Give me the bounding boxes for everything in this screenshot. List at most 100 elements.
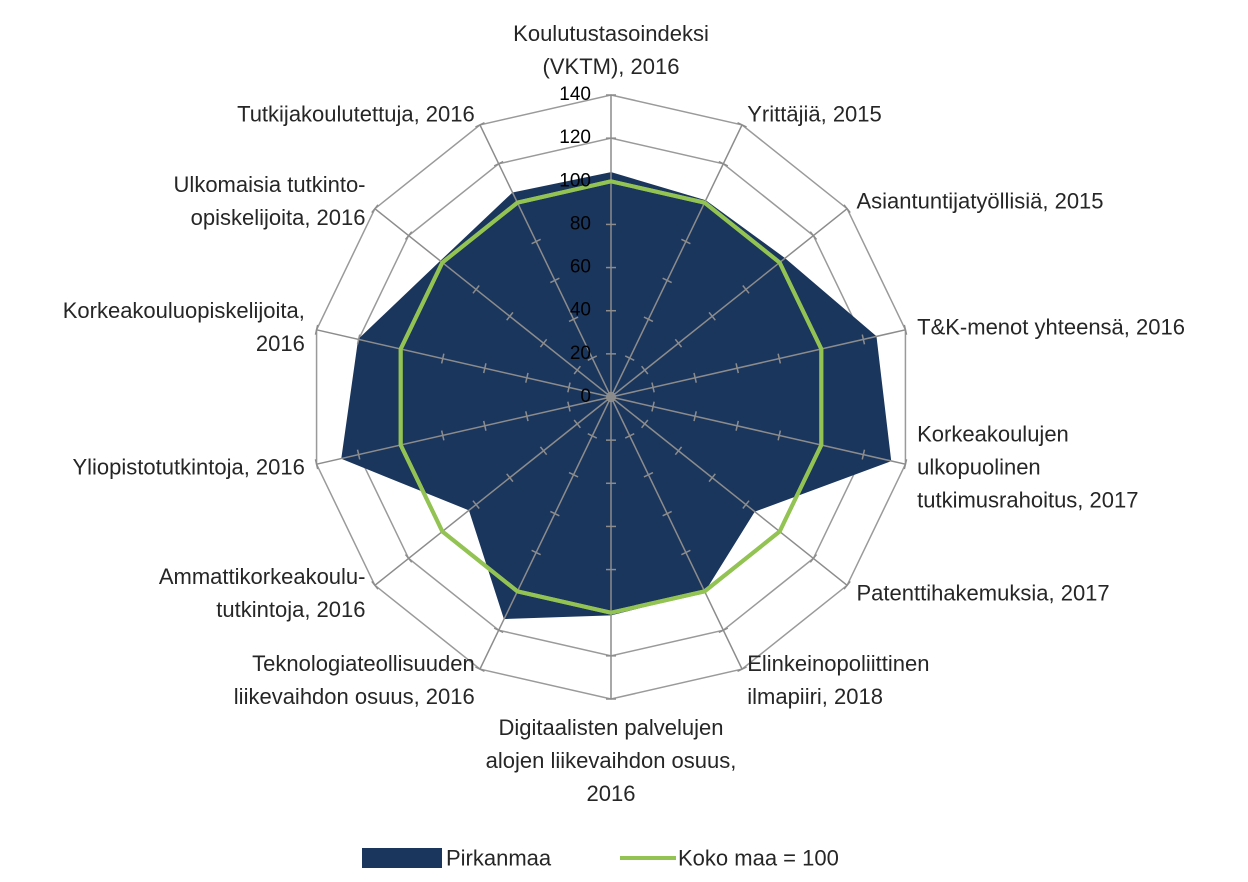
category-label: Koulutustasoindeksi (VKTM), 2016 — [513, 21, 709, 79]
spoke — [479, 124, 612, 398]
tick-mark — [482, 363, 487, 374]
tick-mark — [742, 285, 750, 294]
tick-mark — [573, 365, 581, 375]
tick-mark — [314, 459, 319, 470]
tick-mark — [550, 277, 560, 284]
tick-mark — [737, 122, 747, 128]
spoke — [610, 329, 906, 398]
r-tick-label: 120 — [559, 127, 591, 148]
r-tick-label: 20 — [570, 343, 591, 364]
spoke — [316, 329, 612, 398]
tick-mark — [903, 459, 908, 470]
tick-mark — [440, 353, 445, 364]
tick-mark — [314, 324, 319, 335]
tick-mark — [843, 580, 851, 590]
tick-mark — [643, 316, 654, 323]
spoke — [316, 396, 612, 465]
tick-mark — [693, 411, 697, 422]
r-tick-label: 0 — [580, 386, 591, 407]
tick-mark — [356, 449, 361, 460]
tick-mark — [539, 338, 548, 348]
category-label: Korkeakoulujen ulkopuolinen tutkimusraho… — [917, 421, 1139, 513]
tick-mark — [809, 554, 818, 563]
legend-swatch — [362, 848, 442, 868]
tick-mark — [681, 549, 691, 556]
tick-mark — [737, 666, 747, 672]
category-label: T&K-menot yhteensä, 2016 — [917, 314, 1185, 340]
tick-mark — [506, 311, 514, 321]
tick-mark — [472, 500, 480, 509]
tick-mark — [568, 316, 579, 323]
tick-mark — [693, 372, 697, 383]
tick-mark — [472, 285, 480, 294]
tick-mark — [371, 204, 379, 214]
tick-mark — [493, 160, 504, 167]
tick-mark — [903, 324, 908, 335]
category-label: Patenttihakemuksia, 2017 — [856, 580, 1110, 606]
tick-mark — [371, 580, 379, 590]
tick-mark — [587, 433, 598, 439]
tick-mark — [475, 666, 485, 672]
tick-mark — [651, 401, 655, 412]
tick-mark — [777, 353, 782, 364]
spoke — [610, 208, 848, 398]
r-tick-label: 100 — [559, 170, 591, 191]
tick-mark — [573, 419, 581, 429]
tick-mark — [674, 338, 683, 348]
tick-mark — [475, 122, 485, 128]
r-tick-label: 140 — [559, 84, 591, 105]
category-label: Ulkomaisia tutkinto- opiskelijoita, 2016 — [173, 172, 366, 231]
tick-mark — [735, 420, 740, 431]
tick-mark — [662, 277, 672, 284]
tick-mark — [843, 204, 851, 214]
category-label: Teknologiateollisuuden liikevaihdon osuu… — [233, 650, 475, 709]
tick-mark — [404, 554, 413, 563]
tick-mark — [404, 231, 413, 240]
legend-label: Pirkanmaa — [446, 845, 552, 871]
category-label: Yliopistotutkintoja, 2016 — [72, 454, 305, 480]
category-label: Yrittäjiä, 2015 — [747, 101, 882, 127]
tick-mark — [708, 311, 716, 321]
tick-mark — [440, 430, 445, 441]
tick-mark — [662, 510, 672, 517]
tick-mark — [568, 471, 579, 478]
tick-mark — [525, 411, 529, 422]
tick-mark — [643, 471, 654, 478]
tick-mark — [861, 334, 866, 345]
tick-mark — [587, 355, 598, 361]
tick-mark — [718, 160, 729, 167]
tick-mark — [539, 446, 548, 456]
tick-mark — [809, 231, 818, 240]
tick-mark — [674, 446, 683, 456]
tick-mark — [567, 382, 571, 393]
spoke — [610, 396, 743, 670]
tick-mark — [550, 510, 560, 517]
tick-mark — [531, 549, 541, 556]
tick-mark — [651, 382, 655, 393]
spoke — [610, 124, 743, 398]
tick-mark — [506, 473, 514, 483]
tick-mark — [567, 401, 571, 412]
spoke — [610, 396, 906, 465]
tick-mark — [624, 433, 635, 439]
tick-mark — [525, 372, 529, 383]
tick-mark — [735, 363, 740, 374]
tick-mark — [742, 500, 750, 509]
tick-mark — [641, 365, 649, 375]
r-tick-label: 60 — [570, 257, 591, 278]
tick-mark — [493, 627, 504, 634]
tick-mark — [777, 430, 782, 441]
series-line — [398, 179, 824, 615]
tick-mark — [356, 334, 361, 345]
tick-mark — [861, 449, 866, 460]
spoke — [479, 396, 612, 670]
category-label: Korkeakouluopiskelijoita, 2016 — [62, 298, 305, 357]
tick-mark — [482, 420, 487, 431]
tick-mark — [708, 473, 716, 483]
category-label: Ammattikorkeakoulu- tutkintoja, 2016 — [158, 563, 366, 622]
tick-mark — [531, 238, 541, 245]
tick-mark — [606, 394, 616, 400]
category-label: Elinkeinopoliittinen ilmapiiri, 2018 — [747, 650, 930, 709]
